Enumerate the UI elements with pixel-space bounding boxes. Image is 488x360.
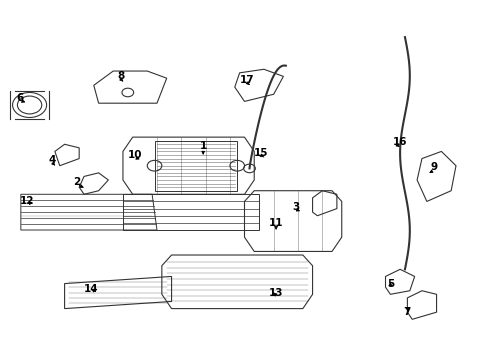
Text: 15: 15 [254,148,268,158]
Text: 10: 10 [127,150,142,160]
Text: 2: 2 [73,177,80,187]
Text: 9: 9 [429,162,437,172]
Text: 12: 12 [20,197,34,206]
Text: 1: 1 [199,141,206,151]
Text: 5: 5 [386,279,393,289]
Text: 4: 4 [49,156,56,165]
Text: 13: 13 [268,288,283,297]
Text: 17: 17 [239,75,254,85]
Text: 8: 8 [117,71,124,81]
Text: 6: 6 [16,93,23,103]
Text: 11: 11 [268,218,283,228]
Text: 14: 14 [84,284,99,294]
Text: 3: 3 [291,202,299,212]
Text: 16: 16 [392,138,407,148]
Text: 7: 7 [403,307,410,317]
